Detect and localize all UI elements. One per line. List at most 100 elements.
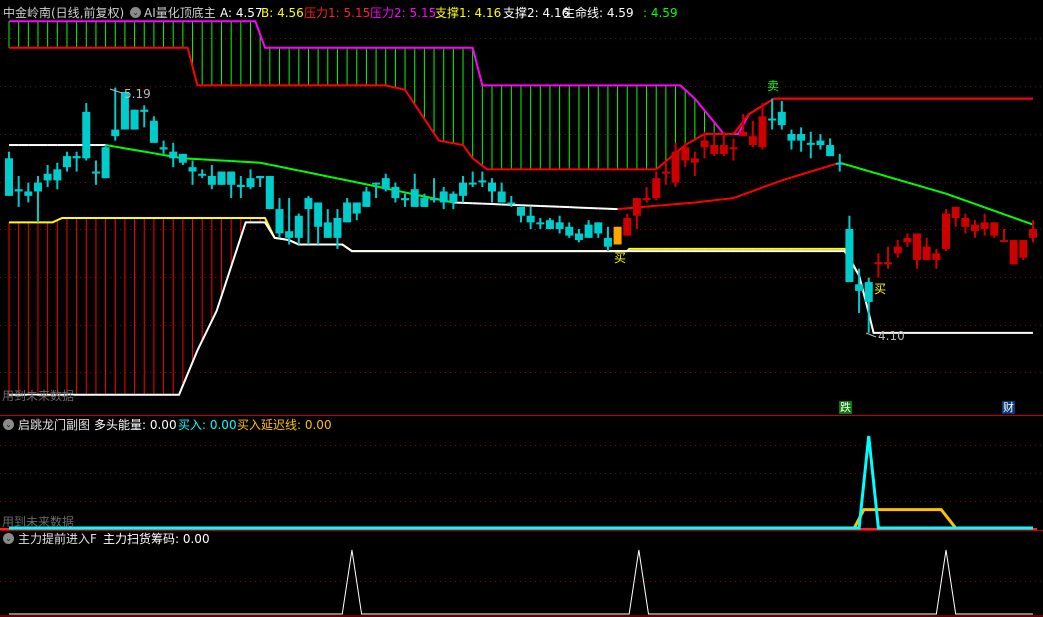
high-price-label: 5.19	[124, 87, 151, 101]
candle-body	[5, 158, 13, 196]
candle-body	[1009, 240, 1018, 265]
candle-body	[565, 226, 574, 236]
life-line-segment	[192, 157, 203, 161]
candle-body	[806, 142, 815, 145]
candle-body	[381, 178, 390, 190]
life-line-segment	[675, 202, 686, 206]
candle-body	[768, 118, 777, 121]
candle-body	[401, 198, 410, 201]
candle-body	[893, 246, 902, 254]
candle-body	[574, 233, 583, 241]
candle-body	[826, 145, 835, 157]
life-line-segment	[356, 181, 367, 186]
life-line-segment	[1022, 220, 1034, 226]
candle-body	[256, 175, 265, 179]
life-line-segment	[849, 164, 860, 170]
candle-body	[980, 222, 989, 230]
value-support2: 支撑2: 4.16	[503, 6, 570, 20]
life-line-segment	[617, 207, 628, 211]
collapse-chevron-icon[interactable]: ⌄	[3, 533, 14, 544]
candle-body	[24, 191, 33, 196]
candle-body	[874, 262, 883, 265]
candle-body	[990, 222, 999, 236]
collapse-chevron-icon[interactable]: ⌄	[130, 7, 141, 18]
stock-title: 中金岭南(日线,前复权)	[3, 6, 125, 20]
candle-body	[507, 202, 516, 205]
candle-body	[748, 136, 757, 146]
candle-body	[845, 229, 854, 283]
candle-body	[739, 131, 748, 137]
candle-body	[1028, 229, 1037, 238]
candle-body	[333, 217, 342, 238]
life-line-segment	[868, 170, 879, 175]
buy-signal-label: 买	[874, 282, 887, 296]
candle-body	[835, 162, 844, 165]
life-line-segment	[800, 170, 812, 176]
candle-body	[120, 92, 129, 130]
die-tag[interactable]: 跌	[839, 401, 852, 414]
life-line-segment	[298, 169, 309, 174]
candle-body	[72, 156, 81, 159]
candle-body	[1019, 240, 1028, 258]
candle-body	[285, 231, 294, 238]
candle-body	[430, 198, 439, 201]
life-line-segment	[221, 159, 232, 163]
candle-body	[652, 178, 661, 199]
life-line-segment	[646, 204, 657, 208]
candle-body	[314, 202, 323, 227]
candle-body	[797, 133, 806, 141]
value-pressure2: 压力2: 5.15	[370, 6, 437, 20]
indicator-name[interactable]: AI量化顶底主	[144, 6, 216, 20]
sub2-name[interactable]: 主力提前进入F	[18, 532, 97, 546]
candle-body	[101, 147, 110, 179]
sub1-long-energy: 多头能量: 0.00	[94, 418, 177, 432]
candle-body	[236, 184, 245, 188]
life-line-segment	[211, 158, 222, 162]
life-line-segment	[771, 179, 783, 185]
candle-body	[33, 182, 42, 192]
candlesticks	[5, 87, 1037, 333]
candle-body	[82, 111, 91, 159]
sub1-buy-delay: 买入延迟线: 0.00	[237, 418, 332, 432]
life-line-segment	[723, 197, 734, 201]
candle-body	[555, 222, 564, 230]
candle-body	[43, 173, 52, 181]
sell-signal-label: 卖	[767, 79, 780, 93]
candle-body	[420, 198, 429, 207]
life-line-segment	[907, 181, 918, 187]
cai-tag[interactable]: 财	[1002, 401, 1015, 414]
life-line-segment	[269, 163, 280, 168]
life-line-segment	[694, 200, 705, 204]
candle-body	[91, 171, 100, 174]
life-line-segment	[231, 160, 241, 163]
candle-body	[198, 173, 207, 176]
life-line-segment	[665, 203, 676, 206]
candle-body	[439, 191, 448, 203]
candle-body	[275, 209, 284, 234]
life-line-segment	[926, 187, 937, 192]
collapse-chevron-icon[interactable]: ⌄	[3, 419, 14, 430]
life-line-segment	[742, 190, 754, 196]
candle-body	[710, 145, 719, 154]
low-marker-line	[865, 332, 877, 338]
candle-body	[526, 215, 535, 223]
value-life-line-green: : 4.59	[643, 6, 678, 20]
candle-body	[903, 237, 912, 243]
life-line-segment	[936, 189, 947, 195]
life-line-segment	[250, 161, 261, 164]
candle-body	[14, 189, 23, 192]
candle-body	[816, 140, 825, 146]
grid-lines	[0, 38, 1043, 582]
candle-body	[971, 224, 979, 232]
life-line-segment	[965, 199, 976, 205]
sub1-name[interactable]: 启跳龙门副图	[18, 418, 91, 432]
candle-body	[536, 222, 545, 225]
candle-body	[459, 182, 468, 196]
candle-body	[265, 175, 274, 210]
candle-body	[922, 246, 931, 260]
life-line-segment	[308, 171, 319, 176]
candle-body	[149, 120, 158, 143]
candle-body	[362, 191, 371, 207]
candle-body	[516, 206, 525, 216]
